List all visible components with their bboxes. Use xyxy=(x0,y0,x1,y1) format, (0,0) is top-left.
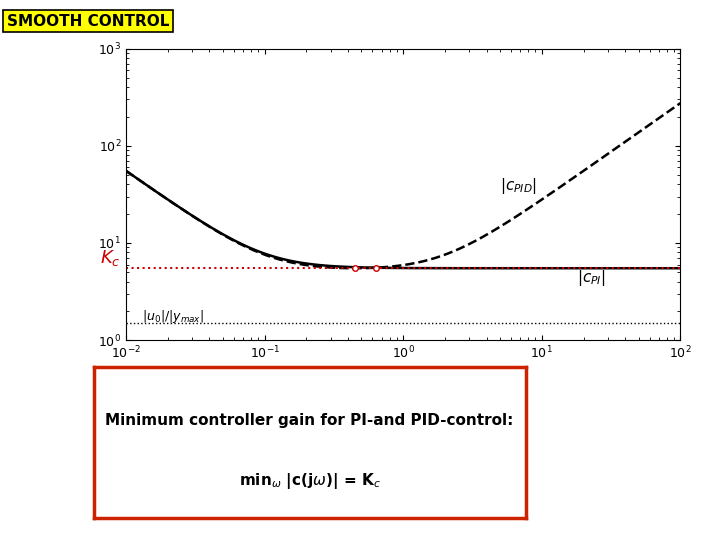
Text: $|u_0|/|y_{max}|$: $|u_0|/|y_{max}|$ xyxy=(142,308,204,325)
X-axis label: Frequency: Frequency xyxy=(362,367,444,381)
Text: $|c_{PI}|$: $|c_{PI}|$ xyxy=(577,268,606,288)
Text: $|c_{PID}|$: $|c_{PID}|$ xyxy=(500,176,537,196)
Text: min$_{\omega}$ |c(j$\omega$)| = K$_c$: min$_{\omega}$ |c(j$\omega$)| = K$_c$ xyxy=(238,470,381,491)
Text: $K_c$: $K_c$ xyxy=(100,247,121,267)
Text: Minimum controller gain for PI-and PID-control:: Minimum controller gain for PI-and PID-c… xyxy=(105,413,514,428)
Text: SMOOTH CONTROL: SMOOTH CONTROL xyxy=(7,14,170,29)
